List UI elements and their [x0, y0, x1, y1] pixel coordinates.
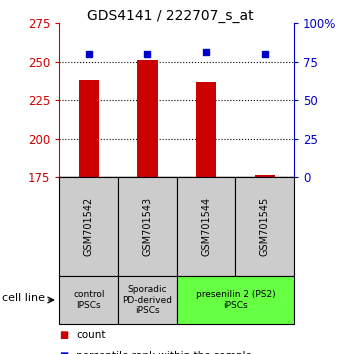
- Text: count: count: [76, 330, 106, 339]
- Bar: [196, 81, 216, 177]
- Bar: [255, 176, 275, 177]
- Text: cell line: cell line: [2, 293, 45, 303]
- Text: ■: ■: [59, 330, 69, 339]
- Text: presenilin 2 (PS2)
iPSCs: presenilin 2 (PS2) iPSCs: [195, 290, 275, 310]
- Text: ■: ■: [59, 351, 69, 354]
- Text: GSM701545: GSM701545: [260, 197, 270, 256]
- Text: control
IPSCs: control IPSCs: [73, 290, 105, 310]
- Text: GSM701544: GSM701544: [201, 197, 211, 256]
- Bar: [137, 60, 158, 177]
- Bar: [79, 80, 99, 177]
- Text: GDS4141 / 222707_s_at: GDS4141 / 222707_s_at: [87, 9, 253, 23]
- Text: GSM701543: GSM701543: [142, 197, 152, 256]
- Text: Sporadic
PD-derived
iPSCs: Sporadic PD-derived iPSCs: [122, 285, 172, 315]
- Text: percentile rank within the sample: percentile rank within the sample: [76, 351, 252, 354]
- Text: GSM701542: GSM701542: [84, 197, 94, 256]
